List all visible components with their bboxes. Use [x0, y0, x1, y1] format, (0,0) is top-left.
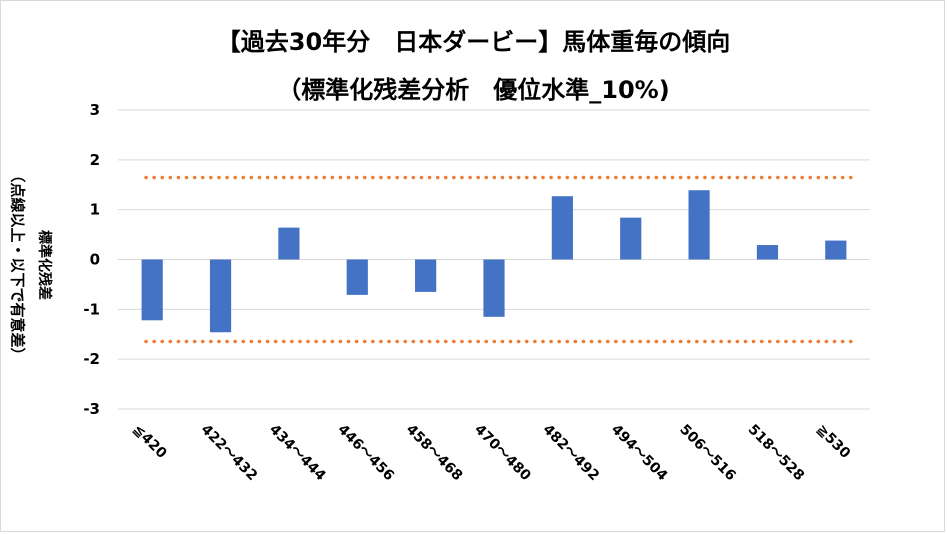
- y-tick-label: 2: [90, 151, 100, 169]
- y-tick-label: 3: [90, 101, 100, 119]
- chart-title: 【過去30年分 日本ダービー】馬体重毎の傾向: [216, 28, 731, 56]
- bar: [346, 259, 368, 295]
- bar: [688, 190, 710, 260]
- y-tick-label: -2: [83, 350, 100, 368]
- x-tick-label: 434～444: [266, 422, 329, 485]
- bar: [415, 259, 437, 292]
- x-tick-label: 446～456: [334, 422, 397, 485]
- bar: [141, 259, 163, 321]
- x-tick-label: 518～528: [745, 422, 808, 485]
- x-tick-label: 482～492: [540, 422, 603, 485]
- bar: [551, 196, 573, 260]
- x-tick-label: 458～468: [403, 422, 466, 485]
- y-tick-label: -1: [83, 300, 100, 318]
- x-tick-label: ≧530: [813, 422, 853, 462]
- x-tick-label: 494～504: [608, 422, 671, 485]
- y-tick-label: 0: [90, 251, 100, 269]
- bar: [825, 240, 847, 260]
- x-tick-label: ≦420: [129, 422, 169, 462]
- chart-subtitle: （標準化残差分析 優位水準_10%): [277, 76, 670, 104]
- y-tick-label: 1: [90, 201, 100, 219]
- x-tick-label: 422～432: [198, 422, 261, 485]
- bar: [483, 259, 505, 317]
- bar: [756, 245, 779, 260]
- x-tick-label: 506～516: [676, 422, 739, 485]
- bar: [209, 259, 232, 333]
- x-tick-label: 470～480: [471, 422, 534, 485]
- bar: [620, 217, 642, 260]
- bar: [278, 227, 300, 260]
- y-tick-label: -3: [83, 400, 100, 418]
